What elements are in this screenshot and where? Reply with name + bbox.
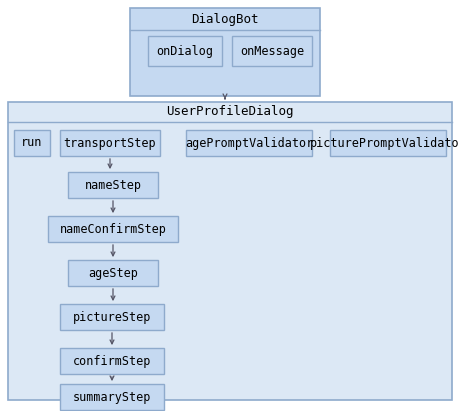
Bar [60, 130, 160, 156]
Text: agePromptValidator: agePromptValidator [185, 136, 313, 150]
Text: UserProfileDialog: UserProfileDialog [166, 106, 293, 118]
Bar [14, 130, 50, 156]
Bar [48, 216, 178, 242]
Text: nameConfirmStep: nameConfirmStep [59, 222, 166, 236]
Text: confirmStep: confirmStep [73, 355, 151, 367]
Text: run: run [21, 136, 43, 150]
Bar [185, 130, 311, 156]
Bar [8, 102, 451, 400]
Bar [148, 36, 222, 66]
Text: pictureStep: pictureStep [73, 310, 151, 323]
Bar [60, 304, 164, 330]
Text: picturePromptValidator: picturePromptValidator [309, 136, 459, 150]
Text: ageStep: ageStep [88, 266, 138, 279]
Bar [68, 260, 157, 286]
Bar [130, 8, 319, 96]
Text: onDialog: onDialog [156, 44, 213, 58]
Bar [231, 36, 311, 66]
Bar [60, 384, 164, 410]
Text: nameStep: nameStep [84, 178, 141, 192]
Text: transportStep: transportStep [63, 136, 156, 150]
Text: onMessage: onMessage [240, 44, 303, 58]
Bar [329, 130, 445, 156]
Bar [60, 348, 164, 374]
Text: DialogBot: DialogBot [191, 12, 258, 25]
Text: summaryStep: summaryStep [73, 390, 151, 404]
Bar [68, 172, 157, 198]
